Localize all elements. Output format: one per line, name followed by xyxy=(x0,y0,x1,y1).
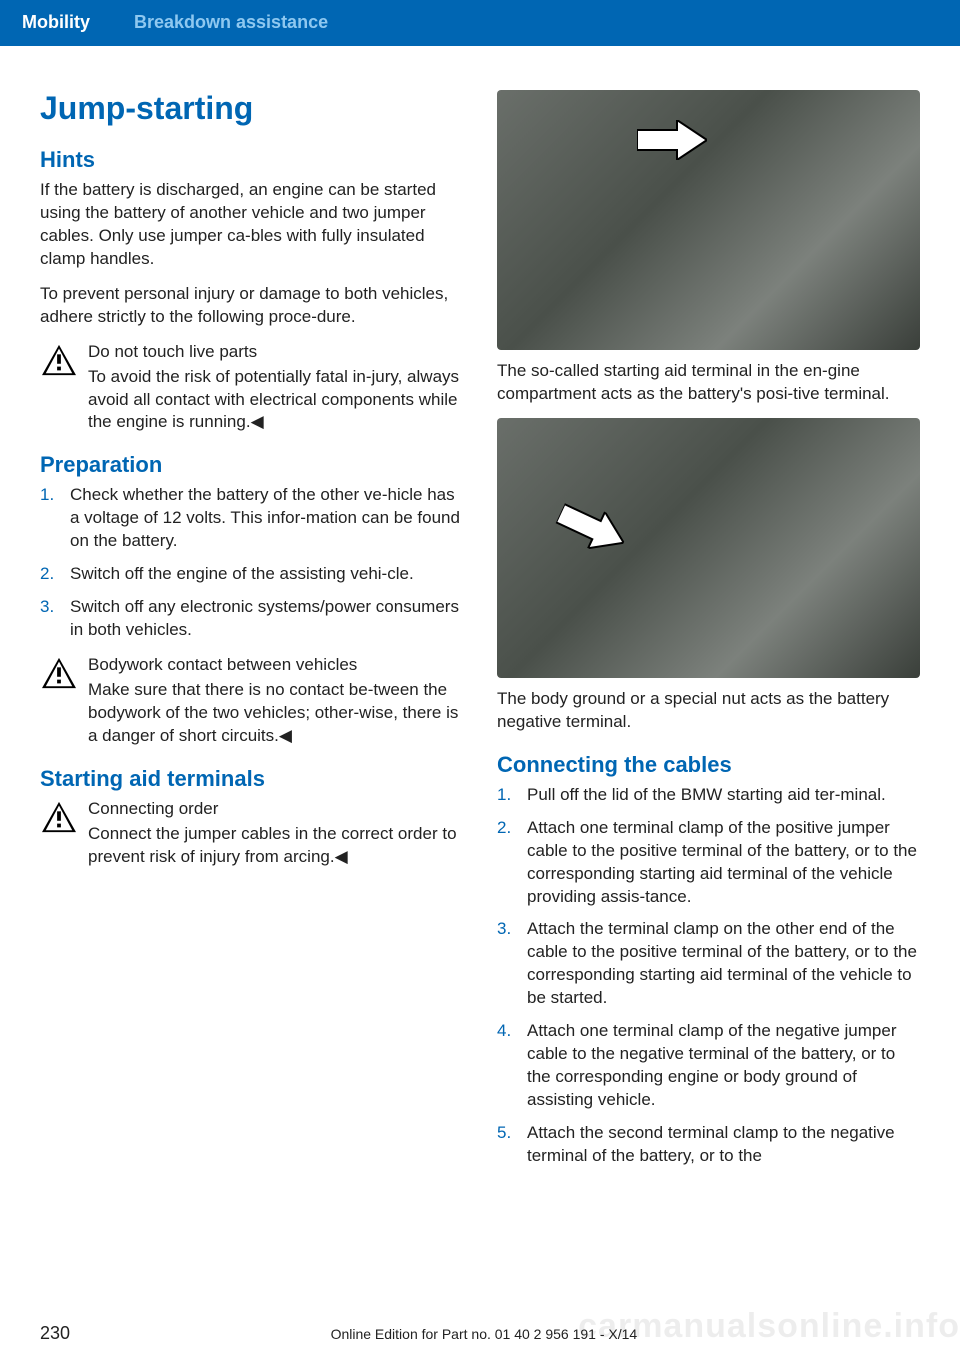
warning-2: Bodywork contact between vehicles Make s… xyxy=(40,654,463,748)
starting-aid-heading: Starting aid terminals xyxy=(40,766,463,792)
edition-text: Online Edition for Part no. 01 40 2 956 … xyxy=(104,1326,864,1342)
header-tab-mobility: Mobility xyxy=(0,0,112,46)
warning-3-text: Connecting order Connect the jumper cabl… xyxy=(88,798,463,869)
warning-icon xyxy=(40,343,78,377)
page-footer: 230 Online Edition for Part no. 01 40 2 … xyxy=(0,1323,960,1344)
connecting-cables-steps: Pull off the lid of the BMW starting aid… xyxy=(497,784,920,1168)
header-tab-breakdown: Breakdown assistance xyxy=(112,0,350,46)
cc-step-1: Pull off the lid of the BMW starting aid… xyxy=(497,784,920,807)
connecting-cables-heading: Connecting the cables xyxy=(497,752,920,778)
page-content: Jump-starting Hints If the battery is di… xyxy=(0,46,960,1180)
hints-heading: Hints xyxy=(40,147,463,173)
warning-1-text: Do not touch live parts To avoid the ris… xyxy=(88,341,463,435)
warning-2-text: Bodywork contact between vehicles Make s… xyxy=(88,654,463,748)
right-column: The so-called starting aid terminal in t… xyxy=(497,90,920,1180)
prep-step-2: Switch off the engine of the assisting v… xyxy=(40,563,463,586)
warning-2-title: Bodywork contact between vehicles xyxy=(88,654,463,677)
cc-step-5: Attach the second terminal clamp to the … xyxy=(497,1122,920,1168)
section-title: Jump-starting xyxy=(40,90,463,127)
engine-image-1 xyxy=(497,90,920,350)
left-column: Jump-starting Hints If the battery is di… xyxy=(40,90,463,1180)
warning-1-title: Do not touch live parts xyxy=(88,341,463,364)
arrow-icon xyxy=(637,120,707,160)
warning-icon xyxy=(40,656,78,690)
warning-3-title: Connecting order xyxy=(88,798,463,821)
prep-step-1: Check whether the battery of the other v… xyxy=(40,484,463,553)
hints-p1: If the battery is discharged, an engine … xyxy=(40,179,463,271)
warning-1-body: To avoid the risk of potentially fatal i… xyxy=(88,367,459,432)
image-2-caption: The body ground or a special nut acts as… xyxy=(497,688,920,734)
prep-step-3: Switch off any electronic systems/power … xyxy=(40,596,463,642)
cc-step-4: Attach one terminal clamp of the negativ… xyxy=(497,1020,920,1112)
warning-1: Do not touch live parts To avoid the ris… xyxy=(40,341,463,435)
preparation-heading: Preparation xyxy=(40,452,463,478)
image-1-caption: The so-called starting aid terminal in t… xyxy=(497,360,920,406)
page-number: 230 xyxy=(40,1323,100,1344)
warning-3: Connecting order Connect the jumper cabl… xyxy=(40,798,463,869)
warning-2-body: Make sure that there is no contact be‐tw… xyxy=(88,680,458,745)
arrow-icon xyxy=(552,495,632,561)
cc-step-3: Attach the terminal clamp on the other e… xyxy=(497,918,920,1010)
page-header: Mobility Breakdown assistance xyxy=(0,0,960,46)
warning-icon xyxy=(40,800,78,834)
cc-step-2: Attach one terminal clamp of the positiv… xyxy=(497,817,920,909)
hints-p2: To prevent personal injury or damage to … xyxy=(40,283,463,329)
preparation-steps: Check whether the battery of the other v… xyxy=(40,484,463,642)
warning-3-body: Connect the jumper cables in the correct… xyxy=(88,824,457,866)
engine-image-2 xyxy=(497,418,920,678)
